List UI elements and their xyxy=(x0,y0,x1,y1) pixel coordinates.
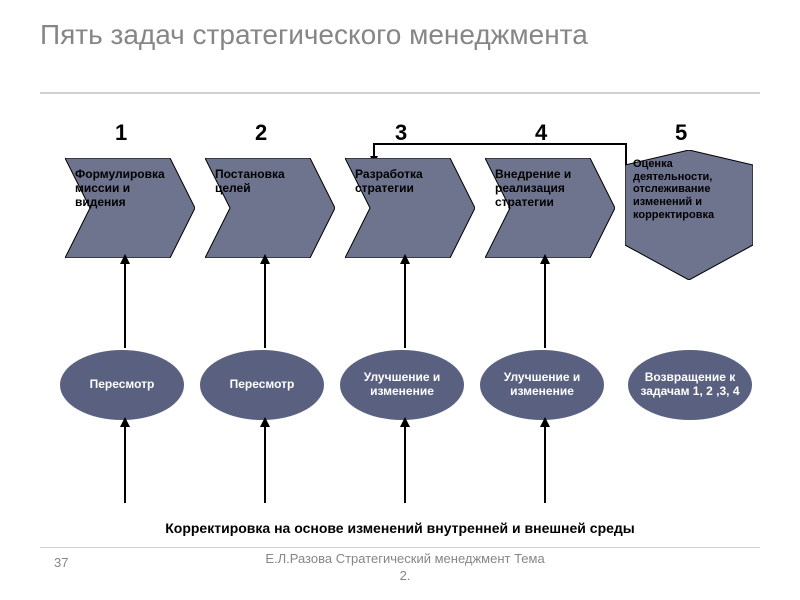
stage-number-3: 3 xyxy=(395,120,407,146)
arrow-mid-3 xyxy=(404,262,406,348)
ellipse-1: Пересмотр xyxy=(60,350,184,420)
chevron-4-label: Внедрение и реализация стратегии xyxy=(495,168,595,209)
ellipse-3: Улучшение и изменение xyxy=(340,350,464,420)
stage-number-1: 1 xyxy=(115,120,127,146)
stage-number-2: 2 xyxy=(255,120,267,146)
slide-title: Пять задач стратегического менеджмента xyxy=(40,18,588,52)
arrow-mid-1 xyxy=(124,262,126,348)
chevron-5: Оценка деятельности, отслеживание измене… xyxy=(625,150,753,280)
ellipse-2: Пересмотр xyxy=(200,350,324,420)
ellipse-5: Возвращение к задачам 1, 2 ,3, 4 xyxy=(628,350,752,420)
chevron-1: Формулировка миссии и видения xyxy=(65,158,195,258)
arrow-mid-4 xyxy=(544,262,546,348)
title-underline xyxy=(40,92,760,94)
footer-divider xyxy=(40,547,760,548)
arrow-bottom-1 xyxy=(124,425,126,503)
chevron-3-label: Разработка стратегии xyxy=(355,168,455,196)
arrow-mid-2 xyxy=(264,262,266,348)
ellipse-4: Улучшение и изменение xyxy=(480,350,604,420)
footer-text: Е.Л.Разова Стратегический менеджмент Тем… xyxy=(265,551,545,585)
chevron-4: Внедрение и реализация стратегии xyxy=(485,158,615,258)
bottom-caption: Корректировка на основе изменений внутре… xyxy=(40,520,760,536)
chevron-2: Постановка целей xyxy=(205,158,335,258)
arrow-bottom-3 xyxy=(404,425,406,503)
chevron-2-label: Постановка целей xyxy=(215,168,315,196)
diagram: 1 2 3 4 5 Формулировка миссии и видения … xyxy=(40,110,760,540)
stage-number-5: 5 xyxy=(675,120,687,146)
slide-number: 37 xyxy=(54,555,68,570)
arrow-bottom-4 xyxy=(544,425,546,503)
arrow-bottom-2 xyxy=(264,425,266,503)
chevron-3: Разработка стратегии xyxy=(345,158,475,258)
stage-number-4: 4 xyxy=(535,120,547,146)
chevron-5-label: Оценка деятельности, отслеживание измене… xyxy=(633,158,741,221)
chevron-1-label: Формулировка миссии и видения xyxy=(75,168,175,209)
